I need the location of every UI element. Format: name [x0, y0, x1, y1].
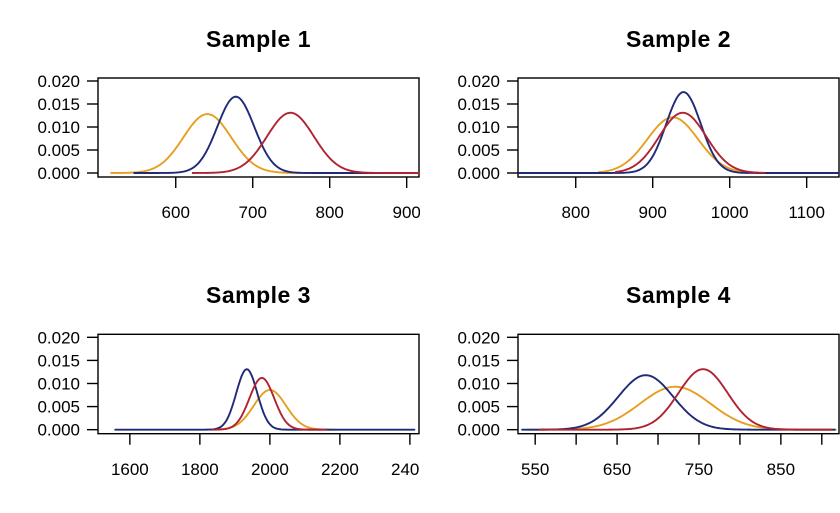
density-curve-orange: [526, 385, 837, 431]
density-curve-red: [191, 111, 420, 174]
density-curve-orange: [597, 116, 760, 174]
plot-box: [97, 77, 420, 178]
x-tick-label: 800: [562, 203, 590, 222]
y-tick-label: 0.010: [37, 374, 80, 393]
panel-title: Sample 4: [626, 282, 731, 308]
panel-title: Sample 1: [206, 26, 311, 52]
y-tick-label: 0.020: [37, 328, 80, 347]
y-tick-label: 0.015: [457, 95, 500, 114]
plot-box: [97, 333, 420, 435]
x-tick-label: 650: [603, 460, 631, 479]
x-tick-label: 1000: [711, 203, 749, 222]
y-tick-label: 0.000: [457, 421, 500, 440]
x-tick-label: 900: [639, 203, 667, 222]
y-tick-label: 0.020: [457, 328, 500, 347]
x-tick-label: 900: [392, 203, 420, 222]
y-tick-label: 0.005: [37, 398, 80, 417]
x-tick-label: 2000: [251, 460, 289, 479]
density-curve-navy: [133, 95, 414, 174]
y-tick-label: 0.000: [457, 164, 500, 183]
panel-title: Sample 3: [206, 282, 311, 308]
y-tick-label: 0.015: [37, 351, 80, 370]
x-tick-label: 700: [239, 203, 267, 222]
y-tick-label: 0.010: [457, 118, 500, 137]
x-tick-label: 1100: [788, 203, 825, 222]
y-tick-label: 0.005: [457, 398, 500, 417]
x-tick-label: 1600: [111, 460, 149, 479]
panel-sample-2: Sample 2 0.000 0.005 0.010 0.015 0.020 800 900 1…: [457, 26, 840, 222]
density-curve-navy: [521, 374, 836, 431]
x-tick-label: 1800: [181, 460, 219, 479]
panel-sample-1: Sample 1 0.000 0.005 0.010 0.015 0.020 600 700 8…: [37, 26, 420, 222]
density-curve-navy: [114, 368, 416, 431]
panel-sample-4: Sample 4 0.000 0.005 0.010 0.015 0.020 550 650 7…: [457, 282, 840, 479]
density-curve-red: [539, 368, 833, 431]
density-curve-navy: [517, 91, 840, 174]
density-curve-red: [211, 377, 327, 431]
y-tick-label: 0.010: [457, 374, 500, 393]
panel-title: Sample 2: [626, 26, 731, 52]
plot-box: [517, 333, 840, 435]
x-tick-label: 550: [521, 460, 549, 479]
density-curve-red: [614, 111, 766, 174]
y-tick-label: 0.015: [457, 351, 500, 370]
y-tick-label: 0.020: [457, 72, 500, 91]
x-tick-label: 750: [685, 460, 713, 479]
y-tick-label: 0.010: [37, 118, 80, 137]
x-tick-label: 600: [162, 203, 190, 222]
y-tick-label: 0.000: [37, 421, 80, 440]
y-tick-label: 0.020: [37, 72, 80, 91]
x-tick-label: 2200: [321, 460, 359, 479]
x-tick-label: 2400: [391, 460, 420, 479]
x-tick-label: 850: [767, 460, 795, 479]
y-tick-label: 0.015: [37, 95, 80, 114]
y-tick-label: 0.005: [37, 141, 80, 160]
panel-sample-3: Sample 3 0.000 0.005 0.010 0.015 0.020 1600 180…: [37, 282, 420, 479]
plot-box: [517, 77, 840, 178]
y-tick-label: 0.005: [457, 141, 500, 160]
x-tick-label: 800: [316, 203, 344, 222]
y-tick-label: 0.000: [37, 164, 80, 183]
